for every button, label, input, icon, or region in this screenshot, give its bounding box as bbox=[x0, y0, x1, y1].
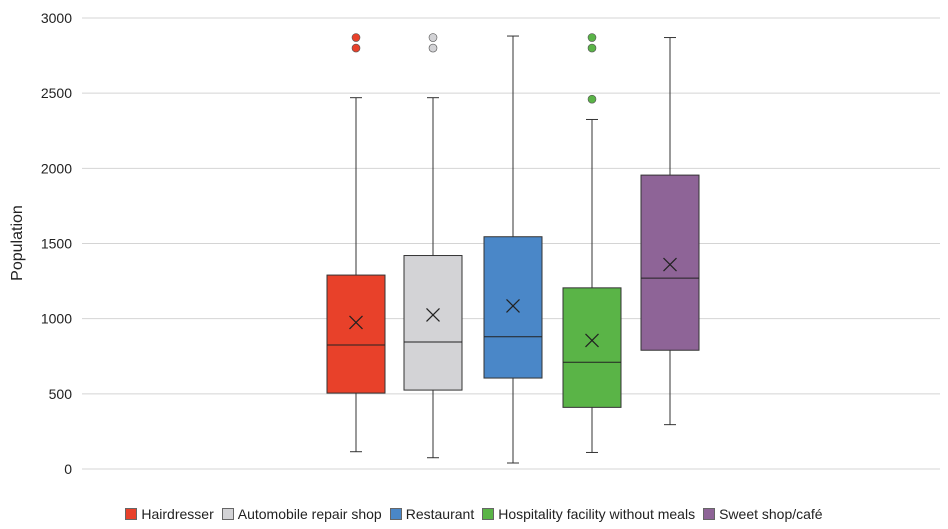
outlier-point bbox=[351, 43, 361, 53]
legend-swatch bbox=[389, 508, 402, 520]
outlier-point bbox=[428, 33, 438, 42]
y-tick-label: 1000 bbox=[41, 311, 72, 327]
legend-item: Restaurant bbox=[389, 506, 475, 522]
legend-swatch bbox=[221, 508, 234, 520]
mean-marker bbox=[585, 333, 599, 348]
mean-marker bbox=[426, 307, 440, 322]
y-tick-label: 2000 bbox=[41, 160, 72, 176]
legend-swatch bbox=[125, 508, 138, 520]
box-2 bbox=[483, 35, 543, 464]
y-tick-label: 1500 bbox=[41, 236, 72, 252]
box-4 bbox=[640, 37, 700, 426]
legend-item: Automobile repair shop bbox=[221, 506, 382, 522]
iqr-box bbox=[640, 174, 700, 351]
legend-label: Hairdresser bbox=[141, 506, 214, 522]
mean-marker bbox=[663, 257, 677, 272]
boxes bbox=[326, 33, 700, 464]
y-tick-label: 500 bbox=[49, 386, 73, 402]
box-1 bbox=[403, 33, 463, 459]
iqr-box bbox=[403, 255, 463, 391]
y-tick-labels: 0 500 1000 1500 2000 2500 3000 bbox=[41, 10, 72, 477]
legend-label: Automobile repair shop bbox=[237, 506, 382, 522]
y-tick-label: 2500 bbox=[41, 85, 72, 101]
y-axis-title: Population bbox=[9, 205, 26, 281]
legend-label: Sweet shop/café bbox=[719, 506, 823, 522]
legend-item: Sweet shop/café bbox=[703, 506, 823, 522]
iqr-box bbox=[483, 236, 543, 379]
outlier-point bbox=[351, 33, 361, 42]
outlier-point bbox=[428, 43, 438, 53]
box-3 bbox=[562, 33, 622, 453]
box-0 bbox=[326, 33, 386, 453]
outlier-point bbox=[587, 94, 597, 104]
outlier-point bbox=[587, 33, 597, 42]
legend-label: Hospitality facility without meals bbox=[498, 506, 696, 522]
mean-marker bbox=[349, 315, 363, 330]
legend-swatch bbox=[703, 508, 716, 520]
iqr-box bbox=[562, 287, 622, 408]
mean-marker bbox=[506, 298, 520, 313]
boxplot-chart: 0 500 1000 1500 2000 2500 3000 Population bbox=[9, 10, 940, 477]
outlier-point bbox=[587, 43, 597, 53]
legend-label: Restaurant bbox=[405, 506, 475, 522]
y-tick-label: 0 bbox=[64, 461, 72, 477]
legend: Hairdresser Automobile repair shop Restaur… bbox=[0, 506, 948, 522]
legend-item: Hospitality facility without meals bbox=[482, 506, 695, 522]
legend-swatch bbox=[482, 508, 495, 520]
iqr-box bbox=[326, 274, 386, 394]
y-tick-label: 3000 bbox=[41, 10, 72, 26]
legend-item: Hairdresser bbox=[125, 506, 214, 522]
